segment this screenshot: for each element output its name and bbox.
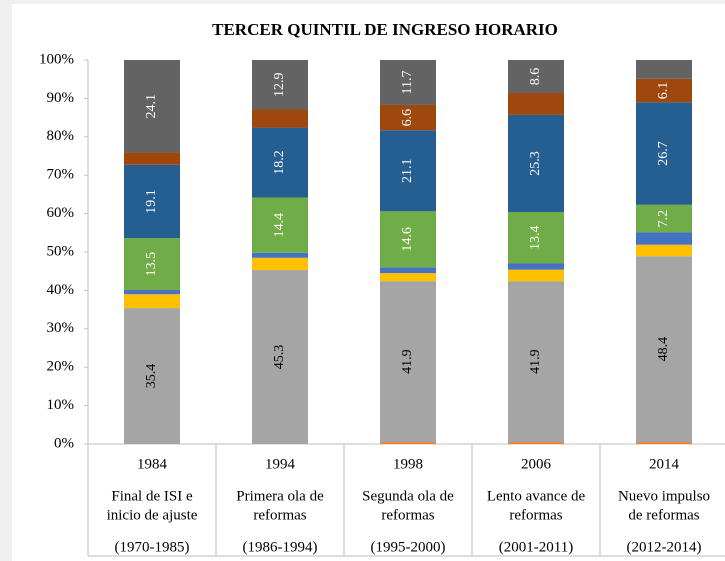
bar-segment [252,252,308,258]
bar-segment [636,256,692,443]
data-label: 7.2 [656,210,671,228]
data-label: 13.5 [144,252,159,277]
bar-segment [124,60,180,153]
x-tick-label: 2006 [521,456,552,472]
data-label: 35.4 [144,364,159,389]
period-range: (1995-2000) [371,539,446,555]
bar-segment [124,290,180,295]
bar-segment [508,269,564,282]
y-tick-label: 100% [39,51,74,67]
bar-segment [124,238,180,291]
data-label: 41.9 [400,349,415,374]
bar-segment [380,104,436,131]
data-label: 13.4 [528,226,543,251]
period-range: (2012-2014) [627,539,702,555]
y-tick-label: 30% [47,320,75,336]
data-label: 11.7 [400,70,415,94]
data-label: 26.7 [656,141,671,166]
bar-segment [636,102,692,205]
bar-segment [380,267,436,274]
bar-segment [508,93,564,115]
x-tick-label: 1994 [265,456,296,472]
bar-segment [508,60,564,94]
chart-title: TERCER QUINTIL DE INGRESO HORARIO [212,20,558,39]
period-label: Nuevo impulso [618,488,710,504]
data-label: 8.6 [528,68,543,86]
x-tick-label: 2014 [649,456,680,472]
x-tick-label: 1984 [137,456,168,472]
period-label: inicio de ajuste [107,507,198,523]
period-label: Primera ola de [236,488,324,504]
bar-segment [252,60,308,110]
data-label: 41.9 [528,349,543,374]
y-tick-label: 50% [47,243,75,259]
period-label: reformas [253,507,306,523]
data-label: 21.1 [400,159,415,184]
x-tick-label: 1998 [393,456,423,472]
data-label: 19.1 [144,189,159,214]
bar-segment [380,211,436,268]
data-label: 14.6 [400,227,415,252]
bar-segment [252,109,308,128]
bar-segment [124,164,180,239]
chart-background [12,4,725,561]
bar-segment [636,78,692,103]
bar-segment [252,257,308,271]
bar-segment [252,197,308,253]
bar-segment [380,442,436,444]
bar-segment [636,442,692,444]
data-label: 18.2 [272,150,287,175]
bar-segment [508,114,564,213]
bar-segment [380,60,436,105]
y-tick-label: 80% [47,128,75,144]
bar-segment [124,152,180,165]
bar-segment [124,308,180,444]
period-label: Final de ISI e [111,488,193,504]
bar-segment [380,130,436,212]
y-tick-label: 90% [47,90,75,106]
data-label: 12.9 [272,73,287,98]
data-label: 48.4 [656,337,671,362]
period-range: (1970-1985) [115,539,190,555]
data-label: 25.3 [528,151,543,176]
bar-segment [252,270,308,444]
period-range: (1986-1994) [243,539,318,555]
data-label: 24.1 [144,94,159,119]
bar-segment [508,263,564,270]
bar-segment [508,442,564,444]
bar-segment [252,127,308,198]
period-range: (2001-2011) [499,539,573,555]
bar-segment [508,212,564,264]
bar-segment [636,232,692,245]
bar-segment [636,204,692,233]
period-label: Segunda ola de [362,488,454,504]
y-tick-label: 60% [47,205,75,221]
y-tick-label: 20% [47,359,75,375]
y-tick-label: 10% [47,397,75,413]
bar-segment [124,294,180,309]
bar-segment [508,281,564,443]
data-label: 6.6 [400,109,415,127]
period-label: reformas [381,507,434,523]
bar-segment [636,244,692,257]
data-label: 45.3 [272,345,287,370]
bar-segment [380,273,436,282]
y-tick-label: 40% [47,282,75,298]
bar-segment [636,60,692,79]
bar-segment [380,281,436,443]
y-tick-label: 0% [54,435,74,451]
period-label: Lento avance de [487,488,586,504]
period-label: de reformas [628,507,699,523]
data-label: 14.4 [272,213,287,238]
period-label: reformas [509,507,562,523]
y-tick-label: 70% [47,167,75,183]
data-label: 6.1 [656,82,671,100]
